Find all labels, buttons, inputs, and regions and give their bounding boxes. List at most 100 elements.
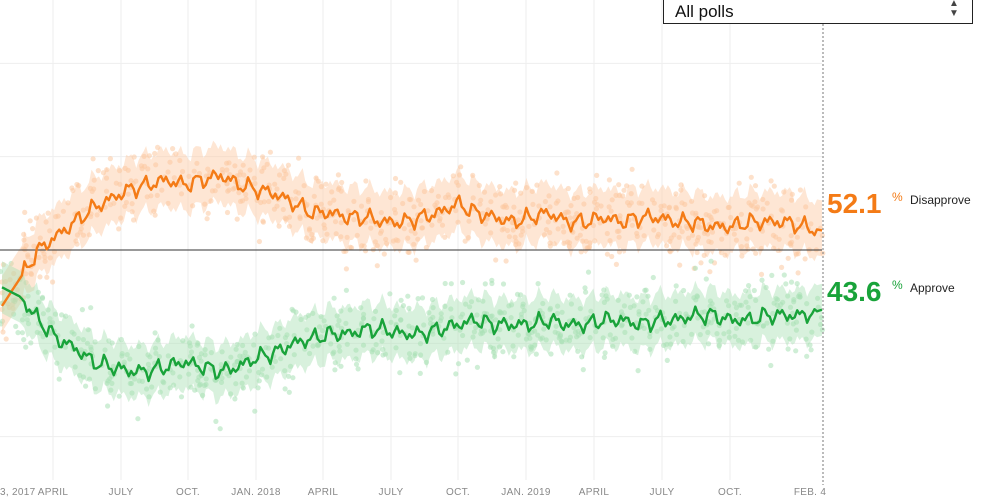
disapprove-poll-dot: [351, 198, 357, 204]
disapprove-poll-dot: [225, 188, 231, 194]
disapprove-poll-dot: [281, 175, 287, 181]
disapprove-poll-dot: [802, 256, 808, 262]
disapprove-poll-dot: [788, 197, 795, 203]
approve-poll-dot: [442, 303, 448, 309]
disapprove-poll-dot: [90, 156, 96, 162]
disapprove-poll-dot: [561, 240, 567, 246]
disapprove-poll-dot: [361, 243, 367, 249]
disapprove-poll-dot: [606, 177, 613, 183]
disapprove-poll-dot: [753, 206, 759, 212]
approve-poll-dot: [458, 314, 464, 320]
disapprove-poll-dot: [585, 245, 591, 251]
disapprove-poll-dot: [398, 179, 404, 185]
disapprove-poll-dot: [80, 232, 87, 238]
disapprove-poll-dot: [296, 155, 302, 161]
disapprove-poll-dot: [613, 261, 620, 267]
disapprove-poll-dot: [518, 190, 524, 196]
disapprove-poll-dot: [616, 249, 623, 255]
disapprove-poll-dot: [678, 187, 684, 193]
disapprove-poll-dot: [701, 252, 707, 258]
approve-poll-dot: [640, 299, 646, 305]
approve-poll-dot: [559, 338, 565, 344]
disapprove-poll-dot: [87, 185, 93, 191]
approve-poll-dot: [251, 342, 257, 348]
approve-poll-dot: [217, 426, 223, 432]
approve-poll-dot: [478, 327, 484, 333]
approve-poll-dot: [747, 294, 753, 300]
disapprove-poll-dot: [593, 206, 600, 212]
disapprove-poll-dot: [748, 227, 754, 233]
disapprove-poll-dot: [609, 197, 615, 203]
approve-poll-dot: [167, 385, 173, 391]
approve-line: [1, 286, 823, 383]
disapprove-poll-dot: [488, 230, 494, 236]
approve-poll-dot: [460, 332, 466, 339]
approve-poll-dot: [793, 327, 800, 333]
disapprove-poll-dot: [286, 223, 293, 229]
approve-poll-dot: [647, 346, 653, 352]
disapprove-poll-dot: [50, 279, 56, 285]
disapprove-poll-dot: [506, 234, 512, 240]
disapprove-poll-dot: [442, 234, 448, 240]
disapprove-poll-dot: [22, 209, 28, 215]
approve-poll-dot: [88, 305, 94, 311]
approve-poll-dot: [417, 341, 424, 347]
disapprove-poll-dot: [0, 279, 5, 285]
approve-poll-dot: [218, 379, 225, 385]
disapprove-poll-dot: [266, 198, 272, 205]
disapprove-poll-dot: [53, 214, 59, 220]
approve-poll-dot: [353, 361, 360, 367]
poll-filter-select[interactable]: All polls ▲ ▼: [663, 0, 973, 24]
approve-poll-dot: [272, 358, 278, 364]
approve-poll-dot: [119, 353, 125, 359]
disapprove-poll-dot: [301, 183, 307, 189]
disapprove-poll-dot: [259, 168, 265, 174]
disapprove-poll-dot: [372, 239, 378, 245]
x-axis-ticks: 3, 2017 APRIL JULY OCT. JAN. 2018 APRIL JULY OC…: [0, 487, 826, 498]
disapprove-poll-dot: [308, 237, 314, 243]
approve-poll-dot: [587, 335, 593, 341]
approve-poll-dot: [636, 309, 642, 315]
disapprove-poll-dot: [209, 188, 215, 194]
approve-poll-dot: [574, 334, 580, 340]
disapprove-poll-dot: [381, 251, 387, 257]
approve-poll-dot: [577, 306, 583, 312]
approve-poll-dot: [673, 283, 679, 289]
approve-poll-dot: [643, 311, 649, 317]
approve-poll-dot: [610, 343, 616, 349]
disapprove-poll-dot: [7, 277, 13, 283]
approve-poll-dot: [160, 379, 166, 385]
approve-poll-dot: [218, 362, 224, 368]
disapprove-poll-dot: [272, 181, 278, 187]
disapprove-poll-dot: [686, 235, 692, 241]
disapprove-poll-dot: [145, 166, 151, 172]
approve-poll-dot: [770, 310, 776, 317]
disapprove-poll-dot: [392, 190, 398, 196]
disapprove-poll-dot: [453, 208, 459, 214]
disapprove-poll-dot: [534, 182, 540, 188]
disapprove-poll-dot: [529, 188, 535, 194]
disapprove-poll-dot: [0, 306, 5, 312]
disapprove-poll-dot: [651, 227, 657, 233]
approve-poll-dot: [177, 374, 183, 380]
disapprove-poll-dot: [226, 160, 232, 166]
disapprove-poll-dot: [165, 169, 171, 175]
disapprove-poll-dot: [590, 222, 597, 229]
disapprove-poll-dot: [695, 234, 702, 240]
disapprove-poll-dot: [100, 170, 106, 176]
approve-poll-dot: [355, 366, 361, 372]
approve-poll-dot: [353, 347, 359, 353]
disapprove-poll-dot: [785, 255, 791, 261]
approve-poll-dot: [430, 331, 436, 337]
disapprove-poll-dot: [748, 202, 754, 208]
disapprove-poll-dot: [609, 253, 615, 260]
approve-poll-dot: [510, 343, 516, 349]
disapprove-poll-dot: [171, 175, 177, 181]
disapprove-poll-dot: [29, 257, 35, 263]
approve-poll-dot: [116, 393, 122, 399]
disapprove-poll-dot: [170, 146, 176, 152]
approve-poll-dot: [80, 337, 86, 343]
disapprove-poll-dot: [264, 161, 270, 167]
approve-poll-dot: [423, 359, 429, 365]
approve-poll-dot: [152, 330, 158, 336]
